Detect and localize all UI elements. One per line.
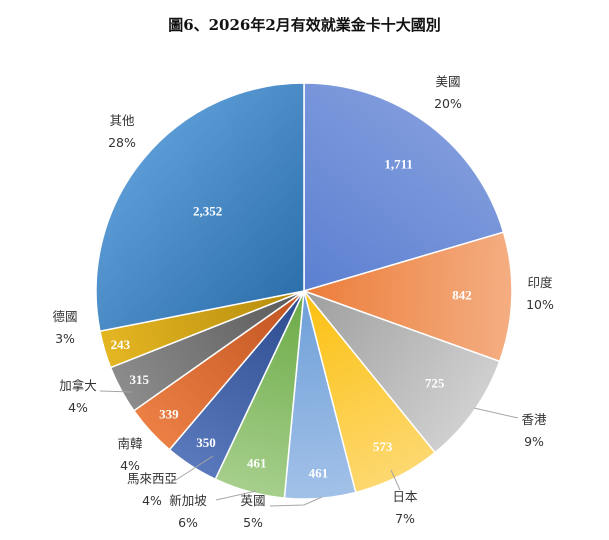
slice-8-value-label: 315 (130, 372, 150, 387)
slice-7-percent-label: 4% (120, 458, 140, 473)
slice-2-leader-line (473, 407, 519, 419)
slice-3-value-label: 573 (373, 439, 393, 454)
slice-10-percent-label: 28% (108, 135, 136, 150)
slice-5-leader-line (215, 490, 257, 501)
slice-3-category-label: 日本 (392, 489, 418, 504)
slice-9-category-label: 德國 (52, 309, 77, 324)
slice-2-percent-label: 9% (524, 434, 544, 449)
slice-4-percent-label: 5% (243, 515, 263, 530)
slice-10-value-label: 2,352 (193, 204, 222, 219)
slice-3-leader-line (390, 469, 401, 491)
slice-0-value-label: 1,711 (384, 156, 413, 171)
slice-10-wedge (95, 82, 305, 333)
slice-6-value-label: 350 (196, 435, 216, 450)
slice-7-value-label: 339 (159, 406, 179, 421)
slice-9-value-label: 243 (111, 337, 131, 352)
slice-4-category-label: 英國 (240, 493, 265, 508)
slice-1-percent-label: 10% (526, 297, 554, 312)
slice-0-category-label: 美國 (435, 74, 460, 89)
chart-title: 圖6、2026年2月有效就業金卡十大國別 (168, 16, 441, 34)
slice-2-wedge (301, 289, 501, 454)
slice-1-wedge (301, 231, 513, 363)
slice-5-value-label: 461 (247, 456, 267, 471)
slice-1-value-label: 842 (452, 288, 472, 303)
slice-8-category-label: 加拿大 (59, 378, 97, 393)
slice-1-category-label: 印度 (527, 275, 553, 290)
slice-0-wedge (303, 82, 505, 293)
slice-4-value-label: 461 (309, 465, 329, 480)
slice-7-category-label: 南韓 (117, 436, 142, 451)
slice-4-leader-line (269, 496, 323, 507)
slice-6-leader-line (175, 455, 214, 481)
slice-2-category-label: 香港 (521, 412, 547, 427)
slice-6-category-label: 馬來西亞 (127, 471, 177, 486)
slice-9-percent-label: 3% (55, 331, 75, 346)
slice-10-category-label: 其他 (109, 113, 135, 128)
slice-2-value-label: 725 (425, 376, 445, 391)
slice-0-percent-label: 20% (434, 96, 462, 111)
slice-8-leader-line (99, 390, 133, 393)
slice-3-percent-label: 7% (395, 511, 415, 526)
slice-8-percent-label: 4% (68, 400, 88, 415)
slice-5-category-label: 新加坡 (169, 493, 207, 508)
slice-6-percent-label: 4% (142, 493, 162, 508)
slice-5-percent-label: 6% (178, 515, 198, 530)
